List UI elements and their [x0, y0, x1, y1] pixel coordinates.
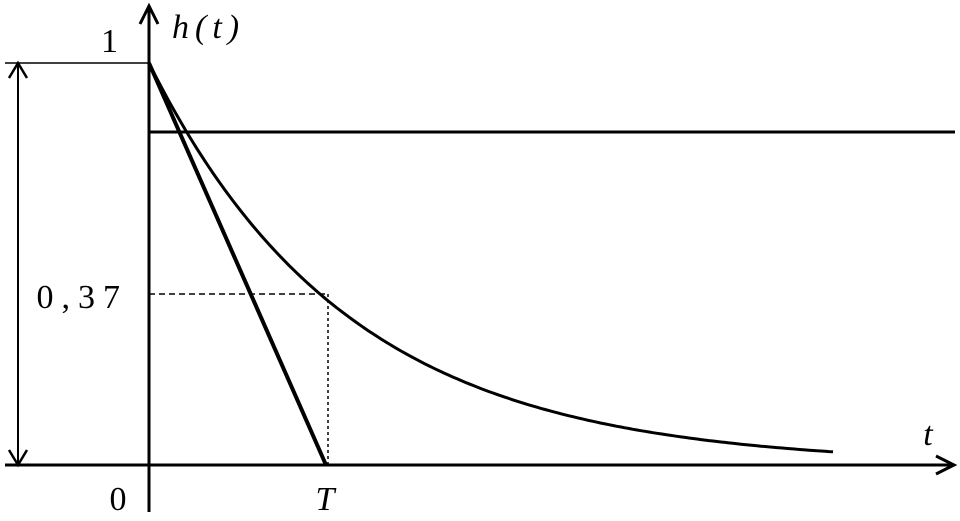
dimension-arrow-top — [7, 60, 29, 79]
decay-curve — [147, 62, 834, 454]
y-arrow — [138, 2, 160, 25]
label-level: 0,37 — [37, 279, 129, 316]
tangent-line — [147, 62, 328, 466]
label-origin: 0 — [110, 481, 127, 518]
label-one: 1 — [101, 23, 118, 60]
label-x-axis: t — [923, 416, 934, 453]
label-y-axis: h(t) — [172, 9, 245, 46]
label-time-constant: T — [316, 481, 337, 518]
dimension-arrow-bottom — [7, 449, 29, 468]
x-arrow — [935, 454, 958, 476]
